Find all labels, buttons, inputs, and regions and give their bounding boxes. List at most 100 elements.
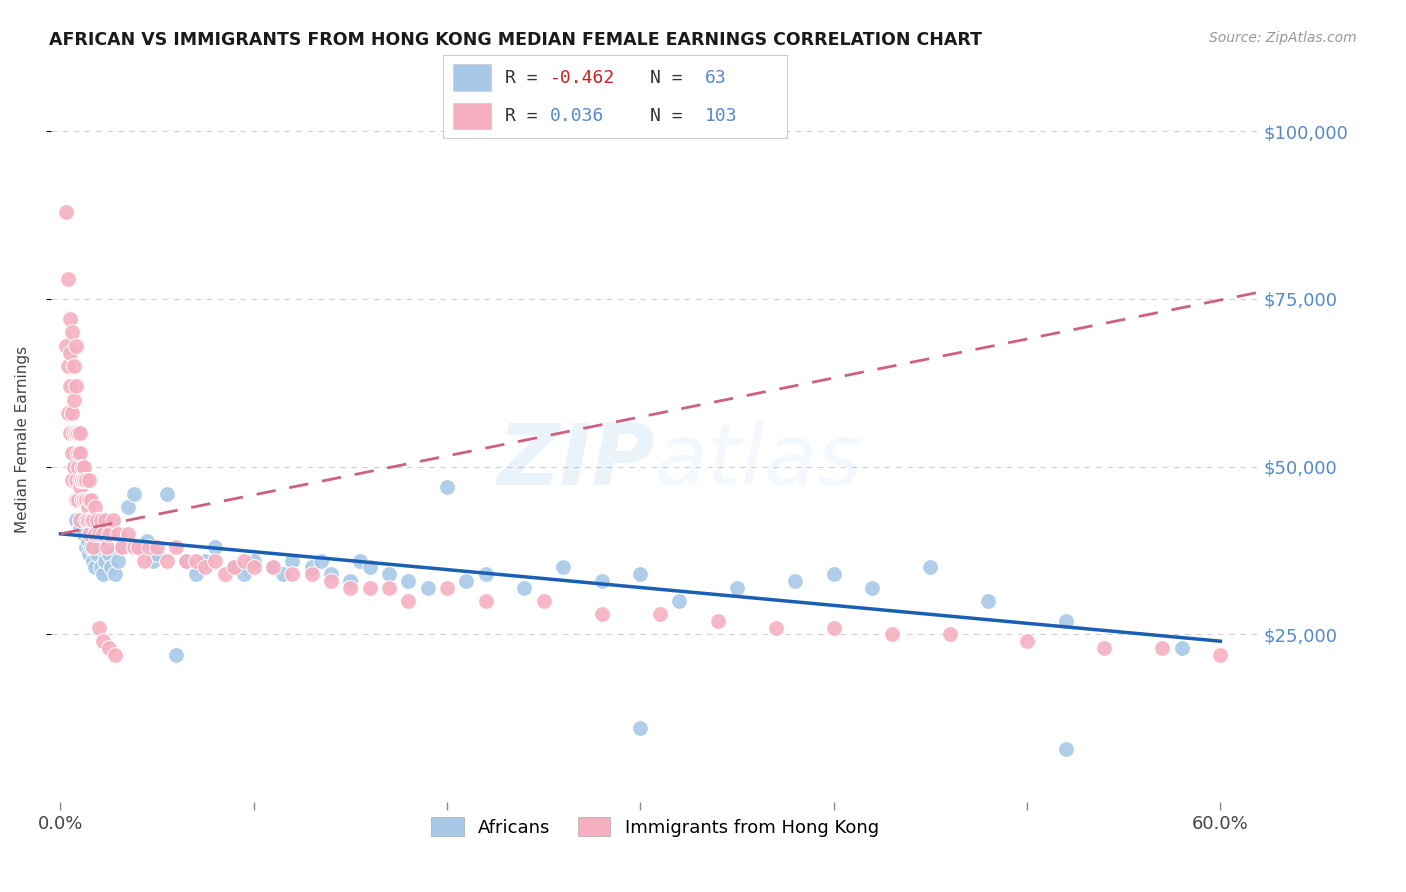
Point [97,526,120,541]
Point [107,554,129,568]
Point [59,379,82,393]
Point [66,426,89,441]
Point [69,426,91,441]
Point [166,648,188,662]
Point [668,594,690,608]
Point [59,312,82,326]
Point [132,554,155,568]
Point [89,540,111,554]
Point [73,473,96,487]
Point [233,554,256,568]
Point [55,204,77,219]
Point [65,473,87,487]
Text: N =: N = [650,69,693,87]
Point [82,554,104,568]
Point [359,560,381,574]
Text: R =: R = [505,107,548,125]
Point [104,648,127,662]
Text: -0.462: -0.462 [550,69,614,87]
Point [301,560,323,574]
Point [96,540,118,554]
Point [398,574,420,588]
Point [591,574,613,588]
Point [75,513,97,527]
Point [94,513,117,527]
Point [69,446,91,460]
Point [80,493,103,508]
Point [725,581,748,595]
Point [301,567,323,582]
Point [65,339,87,353]
Point [84,526,107,541]
Point [194,554,217,568]
Point [630,567,652,582]
Point [91,526,114,541]
Point [75,540,97,554]
Point [648,607,671,622]
Point [111,540,134,554]
Point [91,634,114,648]
Point [84,500,107,514]
Point [94,554,117,568]
Point [101,513,124,527]
Point [90,560,112,574]
Point [69,473,91,487]
Point [823,567,845,582]
Point [707,614,730,628]
Point [880,627,903,641]
Point [59,426,82,441]
Point [117,500,139,514]
Point [63,359,86,373]
Y-axis label: Median Female Earnings: Median Female Earnings [15,346,30,533]
Point [65,426,87,441]
Text: R =: R = [505,69,548,87]
Point [80,540,103,554]
Point [1054,741,1077,756]
Point [630,722,652,736]
Point [66,493,89,508]
Point [75,493,97,508]
Point [339,581,361,595]
Point [65,513,87,527]
Point [456,574,478,588]
Text: N =: N = [650,107,693,125]
Point [1209,648,1232,662]
Point [533,594,555,608]
Point [398,594,420,608]
Point [321,574,343,588]
Point [214,567,236,582]
Point [86,547,108,561]
Point [785,574,807,588]
Point [823,621,845,635]
Point [416,581,439,595]
Point [262,560,284,574]
Point [75,473,97,487]
Point [97,640,120,655]
Point [174,554,197,568]
Point [80,513,103,527]
Point [156,486,179,500]
Text: 0.036: 0.036 [550,107,605,125]
Point [84,560,107,574]
Point [136,533,159,548]
Point [73,493,96,508]
Point [97,547,120,561]
Text: ZIP: ZIP [498,420,655,503]
Point [194,560,217,574]
Point [58,272,80,286]
Point [82,513,104,527]
Point [111,540,134,554]
Point [76,513,98,527]
Point [436,581,458,595]
Point [63,392,86,407]
Point [60,406,83,420]
Point [359,581,381,595]
Point [76,533,98,548]
Point [1054,614,1077,628]
Point [60,446,83,460]
Point [58,406,80,420]
Point [378,581,401,595]
Point [59,345,82,359]
Point [70,459,93,474]
Point [1152,640,1174,655]
